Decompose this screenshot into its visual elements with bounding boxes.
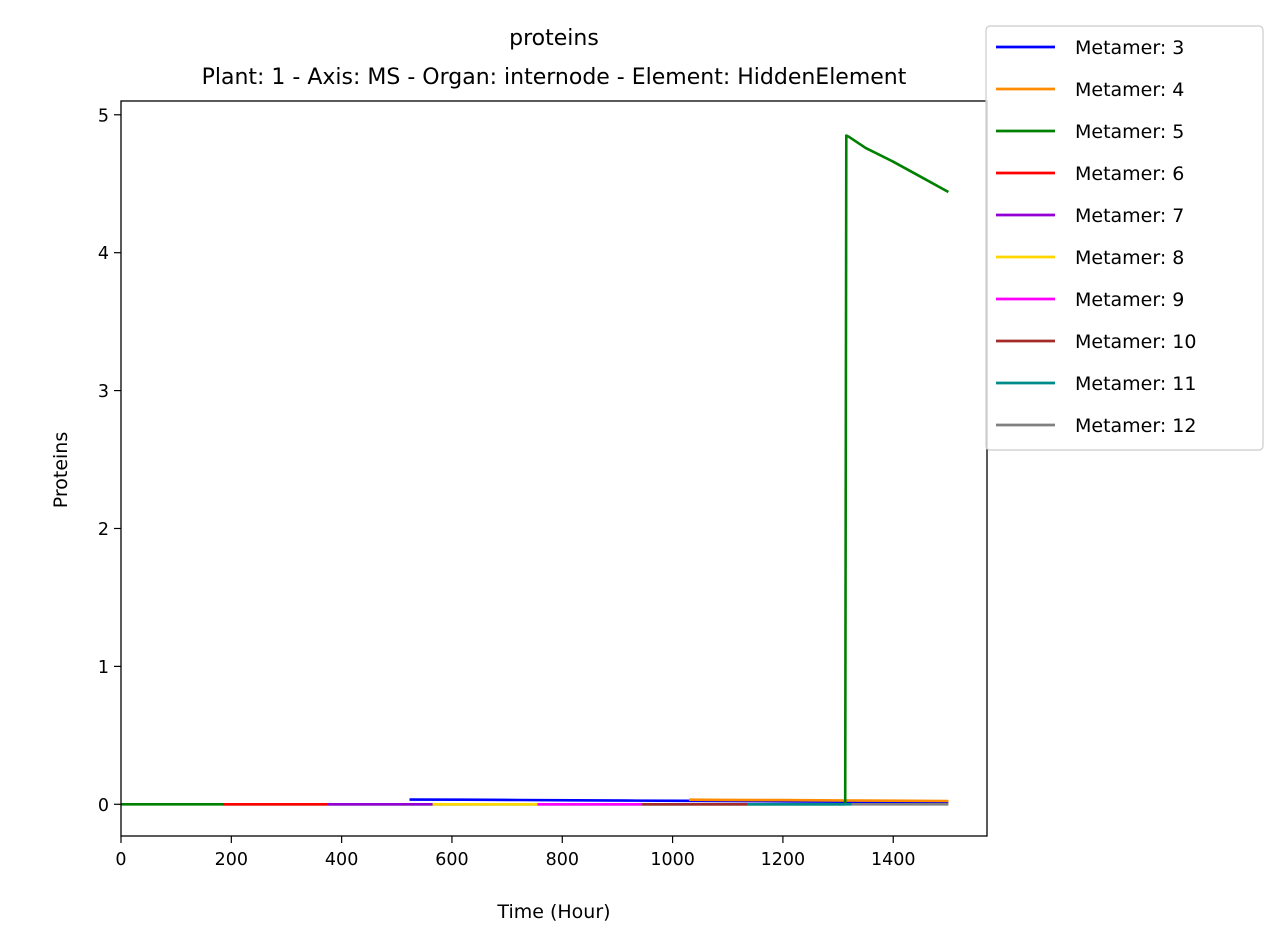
- legend-label: Metamer: 6: [1075, 163, 1184, 185]
- y-tick-label: 0: [98, 796, 109, 816]
- x-tick-label: 600: [435, 850, 468, 870]
- legend-label: Metamer: 5: [1075, 121, 1184, 143]
- x-axis-label: Time (Hour): [496, 901, 610, 923]
- series-line-metamer-5: [121, 134, 950, 806]
- series-line-metamer-4: [689, 798, 949, 803]
- legend-label: Metamer: 4: [1075, 79, 1184, 101]
- chart-title: proteins: [509, 26, 599, 51]
- y-tick-label: 4: [98, 244, 109, 264]
- plot-area-frame: [120, 100, 988, 837]
- legend-label: Metamer: 8: [1075, 247, 1184, 269]
- x-tick-label: 1400: [871, 850, 916, 870]
- legend-label: Metamer: 7: [1075, 205, 1184, 227]
- x-tick-label: 1200: [761, 850, 806, 870]
- x-tick-label: 800: [546, 850, 579, 870]
- axes-layer: 0 200 400 600 800 1000 1200 1400 0 1 2 3 4 5: [98, 106, 916, 870]
- legend-label: Metamer: 12: [1075, 415, 1196, 437]
- x-tick-label: 400: [325, 850, 358, 870]
- legend-items: Metamer: 3 Metamer: 4 Metamer: 5 Metamer: 6…: [996, 37, 1196, 437]
- chart-subtitle: Plant: 1 - Axis: MS - Organ: internode -…: [202, 65, 907, 90]
- legend-label: Metamer: 9: [1075, 289, 1184, 311]
- legend-label: Metamer: 10: [1075, 331, 1196, 353]
- legend: Metamer: 3 Metamer: 4 Metamer: 5 Metamer: 6…: [985, 25, 1264, 451]
- y-tick-label: 5: [98, 106, 109, 126]
- y-tick-label: 1: [98, 658, 109, 678]
- legend-frame: [985, 25, 1264, 451]
- series-layer: [121, 134, 950, 806]
- legend-label: Metamer: 3: [1075, 37, 1184, 59]
- legend-label: Metamer: 11: [1075, 373, 1196, 395]
- y-tick-label: 3: [98, 382, 109, 402]
- x-tick-label: 200: [215, 850, 248, 870]
- x-tick-label: 0: [115, 850, 126, 870]
- x-tick-label: 1000: [650, 850, 695, 870]
- y-tick-label: 2: [98, 520, 109, 540]
- y-axis-label: Proteins: [50, 432, 72, 509]
